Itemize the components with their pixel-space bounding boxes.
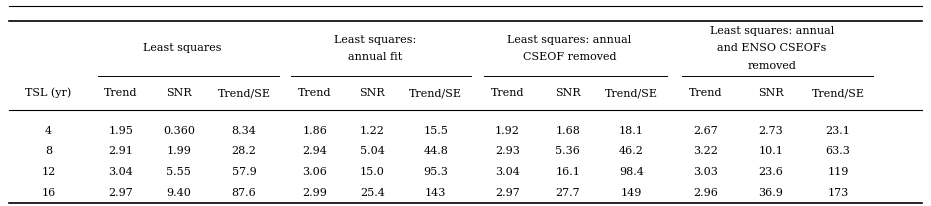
Text: 4: 4: [45, 126, 52, 136]
Text: 5.36: 5.36: [556, 146, 580, 156]
Text: 2.99: 2.99: [303, 188, 327, 198]
Text: Trend: Trend: [689, 88, 722, 98]
Text: Trend/SE: Trend/SE: [410, 88, 462, 98]
Text: 25.4: 25.4: [360, 188, 385, 198]
Text: 143: 143: [425, 188, 446, 198]
Text: 149: 149: [621, 188, 641, 198]
Text: 2.96: 2.96: [694, 188, 718, 198]
Text: 119: 119: [828, 167, 848, 177]
Text: SNR: SNR: [359, 88, 385, 98]
Text: 98.4: 98.4: [619, 167, 643, 177]
Text: and ENSO CSEOFs: and ENSO CSEOFs: [717, 43, 827, 53]
Text: SNR: SNR: [758, 88, 784, 98]
Text: Trend/SE: Trend/SE: [812, 88, 864, 98]
Text: 3.06: 3.06: [303, 167, 327, 177]
Text: SNR: SNR: [555, 88, 581, 98]
Text: 173: 173: [828, 188, 848, 198]
Text: 5.55: 5.55: [167, 167, 191, 177]
Text: 2.93: 2.93: [495, 146, 519, 156]
Text: 36.9: 36.9: [759, 188, 783, 198]
Text: 1.99: 1.99: [167, 146, 191, 156]
Text: 16.1: 16.1: [556, 167, 580, 177]
Text: 12: 12: [41, 167, 56, 177]
Text: 8.34: 8.34: [232, 126, 256, 136]
Text: 23.6: 23.6: [759, 167, 783, 177]
Text: Least squares: annual: Least squares: annual: [709, 26, 834, 36]
Text: Trend: Trend: [491, 88, 524, 98]
Text: 2.97: 2.97: [109, 188, 133, 198]
Text: 3.04: 3.04: [109, 167, 133, 177]
Text: Trend: Trend: [104, 88, 138, 98]
Text: 1.68: 1.68: [556, 126, 580, 136]
Text: annual fit: annual fit: [348, 52, 402, 62]
Text: 1.95: 1.95: [109, 126, 133, 136]
Text: 16: 16: [41, 188, 56, 198]
Text: Least squares: annual: Least squares: annual: [507, 35, 631, 45]
Text: 2.97: 2.97: [495, 188, 519, 198]
Text: 5.04: 5.04: [360, 146, 385, 156]
Text: Least squares: Least squares: [143, 43, 222, 53]
Text: Trend/SE: Trend/SE: [218, 88, 270, 98]
Text: 0.360: 0.360: [163, 126, 195, 136]
Text: 57.9: 57.9: [232, 167, 256, 177]
Text: 15.5: 15.5: [424, 126, 448, 136]
Text: 2.67: 2.67: [694, 126, 718, 136]
Text: 3.22: 3.22: [694, 146, 718, 156]
Text: 2.91: 2.91: [109, 146, 133, 156]
Text: 46.2: 46.2: [619, 146, 643, 156]
Text: Trend/SE: Trend/SE: [605, 88, 657, 98]
Text: 15.0: 15.0: [360, 167, 385, 177]
Text: CSEOF removed: CSEOF removed: [522, 52, 616, 62]
Text: 44.8: 44.8: [424, 146, 448, 156]
Text: 2.73: 2.73: [759, 126, 783, 136]
Text: 9.40: 9.40: [167, 188, 191, 198]
Text: 87.6: 87.6: [232, 188, 256, 198]
Text: TSL (yr): TSL (yr): [25, 88, 72, 98]
Text: 63.3: 63.3: [826, 146, 850, 156]
Text: 95.3: 95.3: [424, 167, 448, 177]
Text: 2.94: 2.94: [303, 146, 327, 156]
Text: 10.1: 10.1: [759, 146, 783, 156]
Text: 27.7: 27.7: [556, 188, 580, 198]
Text: 28.2: 28.2: [232, 146, 256, 156]
Text: Trend: Trend: [298, 88, 331, 98]
Text: 8: 8: [45, 146, 52, 156]
Text: 23.1: 23.1: [826, 126, 850, 136]
Text: 1.86: 1.86: [303, 126, 327, 136]
Text: 1.22: 1.22: [360, 126, 385, 136]
Text: SNR: SNR: [166, 88, 192, 98]
Text: 3.04: 3.04: [495, 167, 519, 177]
Text: 18.1: 18.1: [619, 126, 643, 136]
Text: 1.92: 1.92: [495, 126, 519, 136]
Text: removed: removed: [748, 61, 796, 71]
Text: 3.03: 3.03: [694, 167, 718, 177]
Text: Least squares:: Least squares:: [334, 35, 416, 45]
